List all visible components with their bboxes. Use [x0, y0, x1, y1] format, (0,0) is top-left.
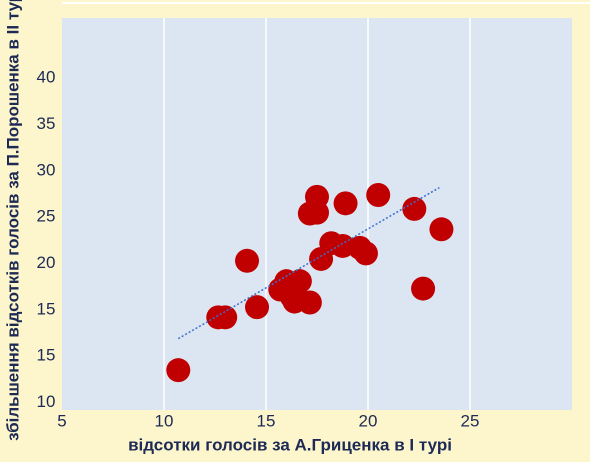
- point: [235, 248, 260, 273]
- x-tick-label: 10: [155, 411, 174, 430]
- y-tick-label: 30: [37, 160, 56, 179]
- point: [297, 290, 322, 315]
- y-tick-label: 40: [37, 68, 56, 87]
- point: [333, 191, 358, 216]
- y-tick-label: 35: [37, 114, 56, 133]
- point: [287, 269, 312, 294]
- y-axis-label: збільшення відсотків голосів за П.Пороше…: [3, 0, 22, 441]
- point: [166, 358, 191, 383]
- x-tick-label: 5: [57, 411, 66, 430]
- point: [305, 184, 329, 209]
- point: [213, 305, 238, 330]
- y-tick-label: 25: [37, 207, 56, 226]
- y-tick-label: 20: [37, 253, 56, 272]
- point: [353, 241, 378, 266]
- point: [411, 276, 436, 301]
- y-tick-label: 15: [37, 346, 56, 365]
- point: [429, 217, 454, 242]
- y-tick-label: 15: [37, 299, 56, 318]
- x-tick-label: 25: [461, 411, 480, 430]
- x-tick-label: 15: [257, 411, 276, 430]
- y-tick-label: 10: [37, 392, 56, 411]
- point: [245, 295, 270, 320]
- point: [402, 196, 427, 221]
- point: [366, 183, 391, 208]
- x-tick-label: 20: [359, 411, 378, 430]
- x-axis-label: відсотки голосів за А.Гриценка в І турі: [128, 435, 452, 454]
